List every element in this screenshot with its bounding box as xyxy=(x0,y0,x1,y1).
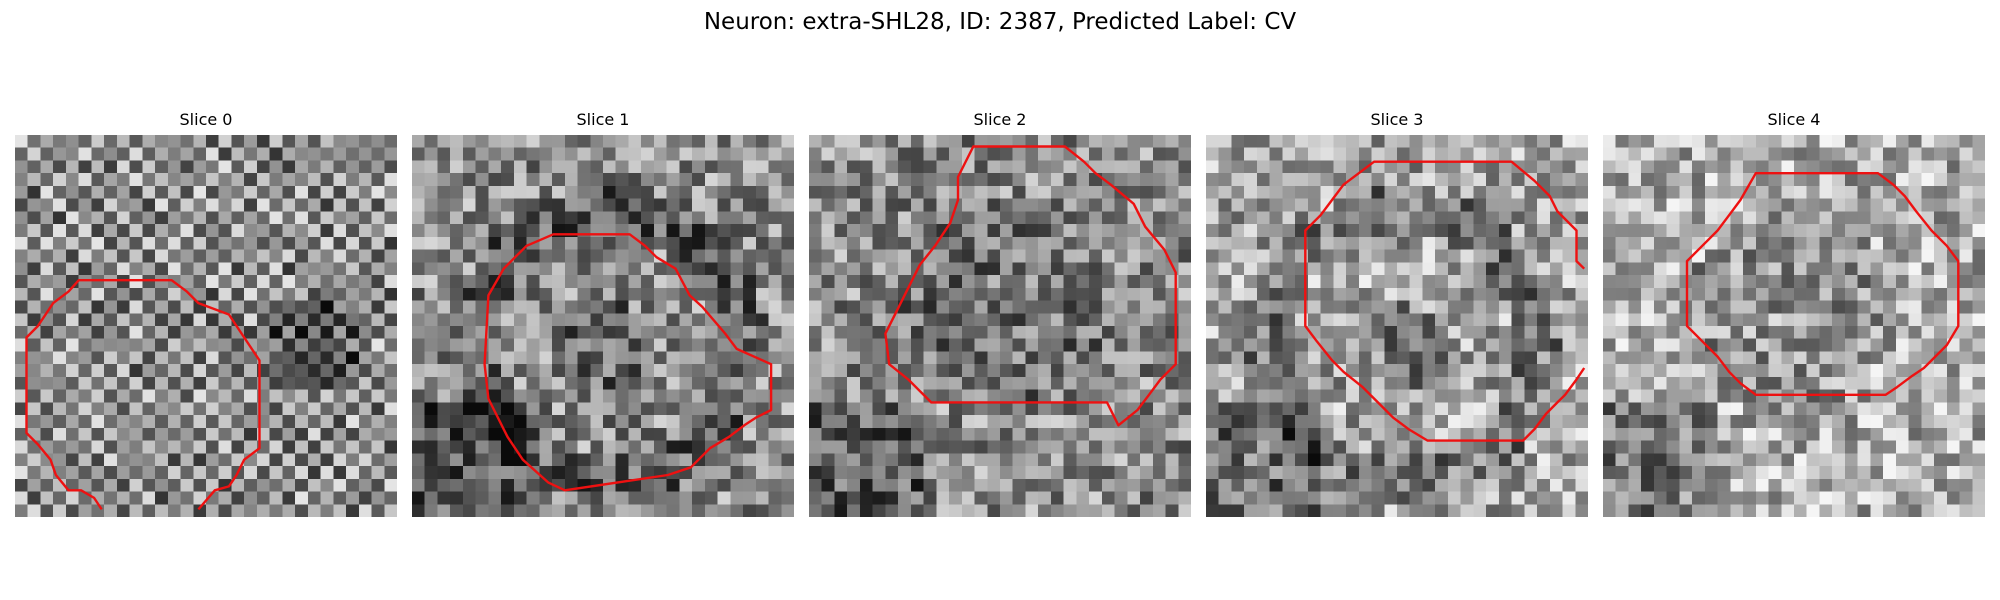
contour-overlay xyxy=(884,145,1177,427)
neuron-contour xyxy=(884,145,1177,427)
contour-overlay xyxy=(25,279,261,511)
slice-panel-0: Slice 0 xyxy=(15,110,397,517)
slice-image xyxy=(15,135,397,517)
grayscale-slice xyxy=(1206,135,1588,517)
slice-image xyxy=(1603,135,1985,517)
slice-title: Slice 3 xyxy=(1370,110,1424,129)
neuron-contour xyxy=(483,233,773,492)
slice-panel-4: Slice 4 xyxy=(1603,110,1985,517)
grayscale-slice xyxy=(412,135,794,517)
slice-title: Slice 1 xyxy=(576,110,630,129)
neuron-contour xyxy=(1685,172,1960,396)
slice-title: Slice 2 xyxy=(973,110,1027,129)
slice-image xyxy=(1206,135,1588,517)
slice-title: Slice 0 xyxy=(179,110,233,129)
neuron-contour xyxy=(1304,160,1586,442)
contour-overlay xyxy=(1685,172,1960,396)
figure-title: Neuron: extra-SHL28, ID: 2387, Predicted… xyxy=(703,9,1297,35)
slice-image xyxy=(809,135,1191,517)
grayscale-slice xyxy=(15,135,397,517)
slice-title: Slice 4 xyxy=(1767,110,1821,129)
contour-overlay xyxy=(1304,160,1586,442)
slice-panel-2: Slice 2 xyxy=(809,110,1191,517)
grayscale-slice xyxy=(1603,135,1985,517)
slice-image xyxy=(412,135,794,517)
neuron-contour xyxy=(25,279,261,511)
contour-overlay xyxy=(483,233,773,492)
slice-panel-3: Slice 3 xyxy=(1206,110,1588,517)
slice-panel-1: Slice 1 xyxy=(412,110,794,517)
